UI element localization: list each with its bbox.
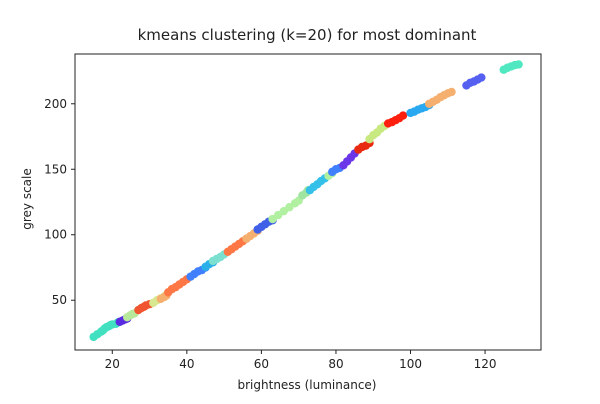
y-tick-label: 50 bbox=[52, 293, 67, 307]
x-tick-label: 60 bbox=[254, 357, 269, 371]
x-tick-label: 80 bbox=[328, 357, 343, 371]
data-point bbox=[398, 111, 408, 120]
chart-title: kmeans clustering (k=20) for most domina… bbox=[138, 26, 477, 44]
x-tick-label: 40 bbox=[179, 357, 194, 371]
data-point bbox=[447, 87, 456, 97]
y-tick-label: 100 bbox=[44, 228, 67, 242]
x-tick-label: 100 bbox=[399, 357, 422, 371]
y-tick-label: 200 bbox=[44, 97, 67, 111]
x-tick-label: 20 bbox=[105, 357, 120, 371]
x-tick-label: 120 bbox=[474, 357, 497, 371]
axes-group: 20 40 60 80 100 120 50 100 150 200 bbox=[44, 53, 542, 371]
x-axis-label: brightness (luminance) bbox=[238, 378, 377, 392]
data-point bbox=[514, 60, 523, 69]
data-points-group bbox=[89, 60, 523, 342]
data-point bbox=[477, 73, 486, 82]
y-tick-label: 150 bbox=[44, 162, 67, 176]
y-axis-label: grey scale bbox=[20, 168, 34, 230]
plot-frame bbox=[74, 53, 542, 351]
